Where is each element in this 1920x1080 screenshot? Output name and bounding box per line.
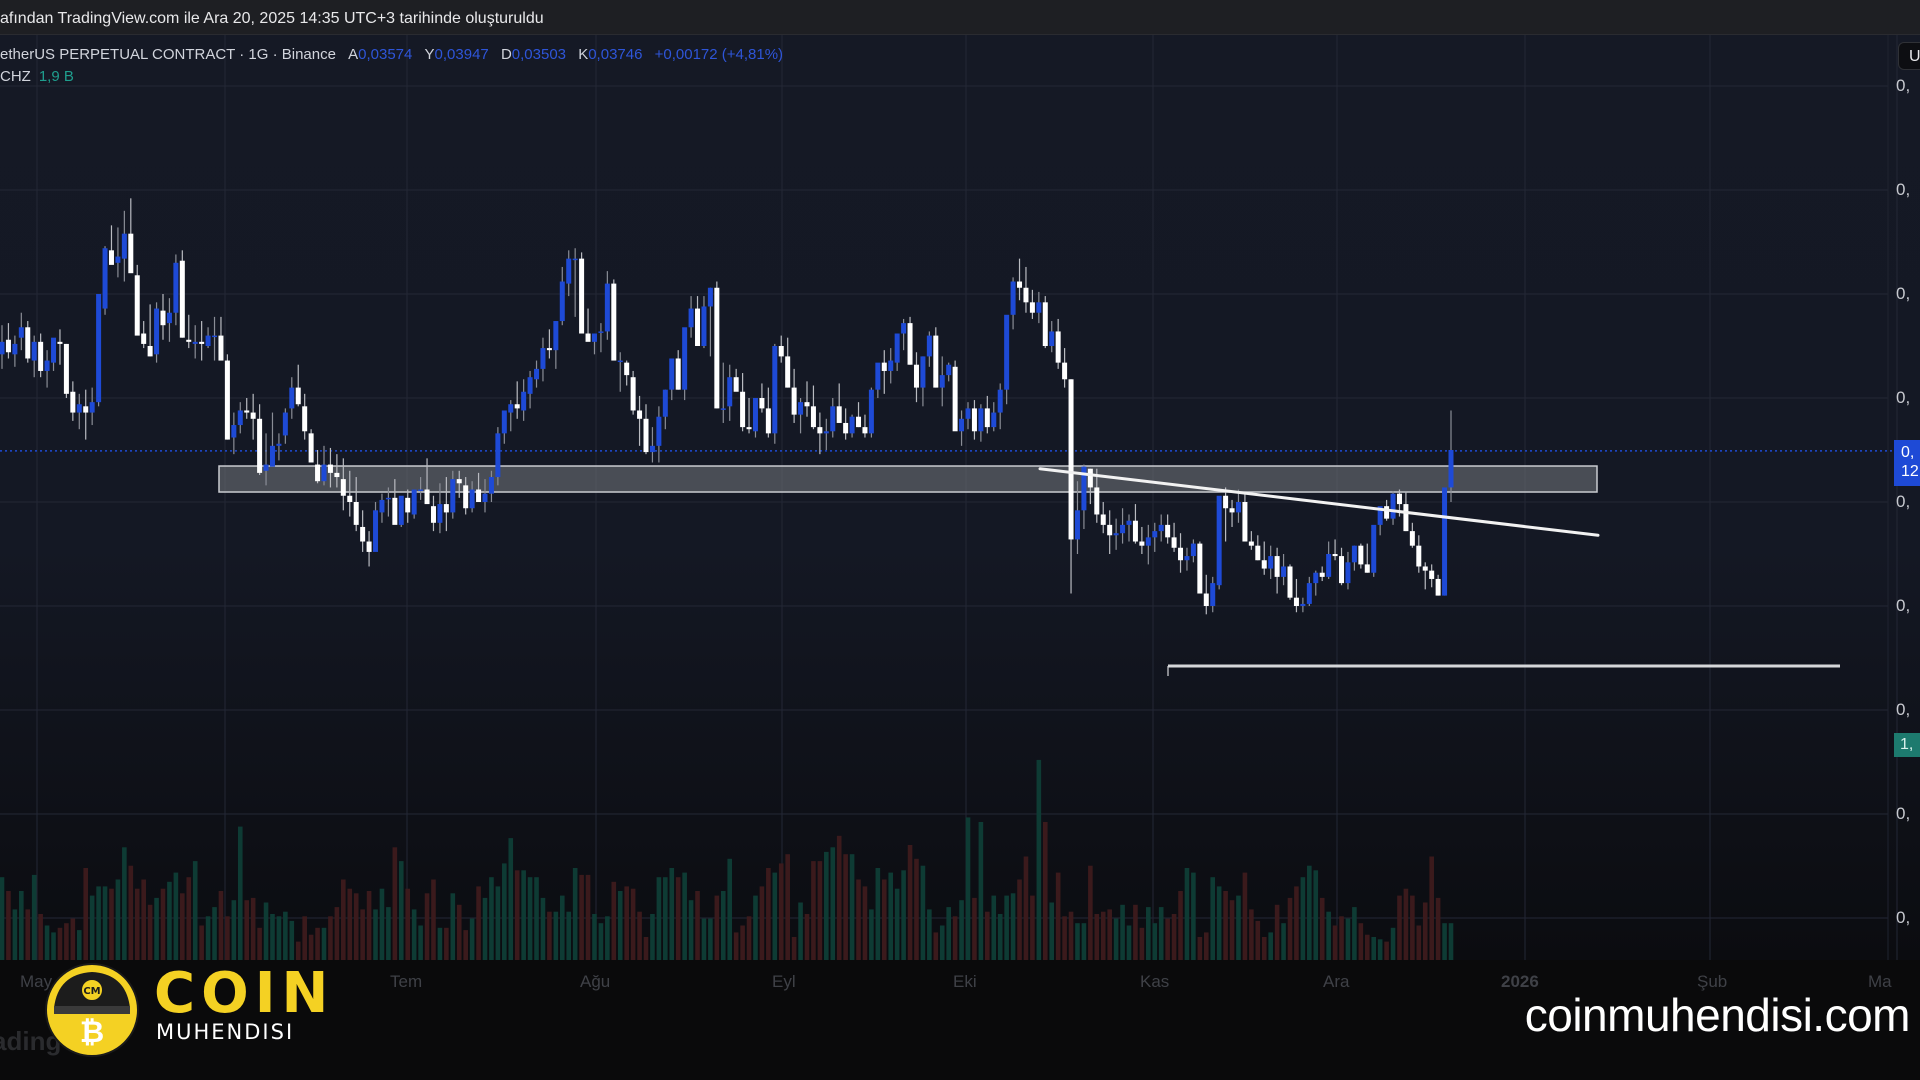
candlestick-chart[interactable] [0, 0, 1920, 960]
time-tick: Şub [1697, 972, 1728, 991]
ohlc-legend: etherUS PERPETUAL CONTRACT · 1G · Binanc… [0, 46, 783, 63]
low-key: D [500, 46, 512, 63]
high-key: Y [424, 46, 435, 63]
time-tick: Eki [953, 972, 977, 991]
open-value: 0,03574 [358, 46, 413, 63]
chart-pane[interactable] [0, 35, 1920, 960]
time-tick-year: 2026 [1501, 972, 1539, 991]
low-value: 0,03503 [511, 46, 567, 63]
time-tick: Tem [390, 972, 423, 991]
brand-subtitle: MUHENDISI [156, 1020, 295, 1044]
currency-unit-button[interactable]: U [1898, 42, 1920, 70]
close-value: 0,03746 [588, 46, 643, 63]
symbol-label: etherUS PERPETUAL CONTRACT · 1G · Binanc… [0, 46, 336, 63]
brand-title: COIN [154, 961, 335, 1026]
coin-muhendisi-logo-icon: CM ₿ [45, 963, 139, 1057]
current-price-top: 0, [1901, 444, 1915, 461]
header-bar: afından TradingView.com ile Ara 20, 2025… [0, 0, 1920, 35]
time-axis[interactable] [0, 960, 1920, 1080]
price-tick: 0, [1896, 180, 1911, 199]
price-tick: 0, [1896, 492, 1911, 511]
price-tick: 0, [1896, 908, 1911, 927]
time-tick: Kas [1140, 972, 1170, 991]
price-tick: 0, [1896, 76, 1911, 95]
current-price-label: 0, 12 [1894, 440, 1920, 486]
volume-legend: CHZ 1,9 B [0, 68, 74, 85]
price-tick: 0, [1896, 804, 1911, 823]
time-tick: Ağu [580, 972, 611, 991]
created-caption: afından TradingView.com ile Ara 20, 2025… [0, 10, 544, 27]
price-tick: 0, [1896, 388, 1911, 407]
open-key: A [348, 46, 359, 63]
volume-symbol: CHZ [0, 68, 31, 85]
svg-text:CM: CM [83, 986, 100, 997]
close-key: K [578, 46, 589, 63]
brand-site-url: coinmuhendisi.com [1524, 989, 1911, 1041]
price-tick: 0, [1896, 700, 1911, 719]
time-tick: Eyl [772, 972, 796, 991]
time-tick: May [20, 972, 53, 991]
current-price-countdown: 12 [1901, 463, 1919, 480]
high-value: 0,03947 [434, 46, 489, 63]
volume-badge: 1, [1894, 733, 1920, 757]
volume-value: 1,9 B [38, 68, 74, 85]
svg-text:₿: ₿ [80, 1015, 104, 1050]
price-tick: 0, [1896, 596, 1911, 615]
price-tick: 0, [1896, 284, 1911, 303]
change-value: +0,00172 (+4,81%) [654, 46, 784, 63]
time-tick: Ma [1868, 972, 1892, 991]
time-tick: Ara [1323, 972, 1350, 991]
